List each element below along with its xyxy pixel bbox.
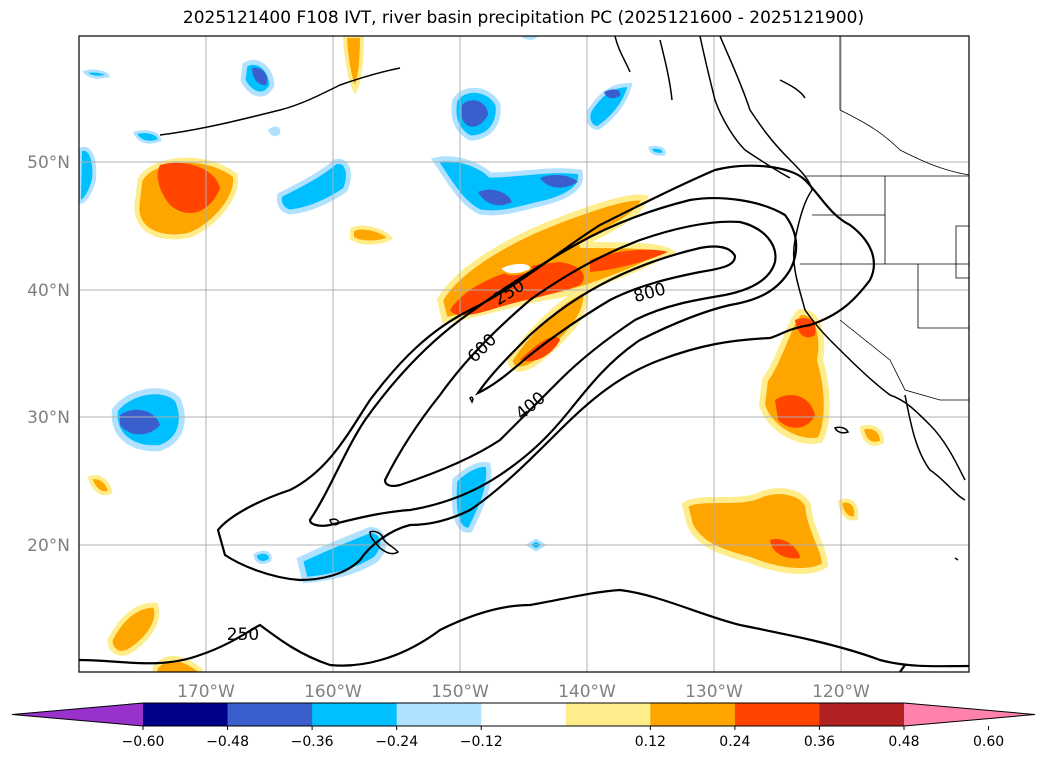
latitude-labels: 50°N 40°N 30°N 20°N (27, 153, 70, 556)
colorbar-extension-max (904, 703, 1035, 726)
colorbar-segment (143, 703, 229, 726)
lat-label-30n: 30°N (27, 408, 70, 428)
ivt-contour-250 (216, 164, 875, 582)
lon-label-130w: 130°W (685, 682, 743, 702)
colorbar-tick-label: −0.60 (122, 734, 165, 750)
coastlines (159, 36, 966, 561)
colorbar-tick-label: −0.24 (375, 734, 418, 750)
longitude-labels: 170°W 160°W 150°W 140°W 130°W 120°W (177, 682, 870, 702)
colorbar-tick-label: −0.36 (291, 734, 334, 750)
colorbar-tick-label: 0.12 (635, 734, 666, 750)
political-borders (800, 36, 969, 401)
negative-pc-shading (79, 36, 666, 584)
ivt-contour-600 (383, 220, 777, 488)
lon-label-120w: 120°W (812, 682, 870, 702)
colorbar-tick-label: 0.48 (888, 734, 919, 750)
colorbar-segment (227, 703, 313, 726)
colorbar-segment (734, 703, 820, 726)
ivt-contour-800 (474, 245, 737, 396)
ivt-contours (79, 164, 969, 672)
lon-label-160w: 160°W (304, 682, 362, 702)
colorbar-extension-min (12, 703, 143, 726)
contour-label-250-south: 250 (227, 625, 259, 645)
colorbar-segment (481, 703, 567, 726)
map-frame (78, 35, 970, 673)
map-area: 250 600 800 400 250 (79, 36, 969, 672)
colorbar-segment (819, 703, 905, 726)
lon-label-150w: 150°W (431, 682, 489, 702)
colorbar: −0.60 −0.48 −0.36 −0.24 −0.12 0.12 0.24 0.36 0.4… (11, 702, 1036, 750)
lat-label-40n: 40°N (27, 281, 70, 301)
colorbar-tick-label: 0.60 (973, 734, 1004, 750)
colorbar-segment (650, 703, 736, 726)
colorbar-tick-label: −0.48 (206, 734, 249, 750)
map-title: 2025121400 F108 IVT, river basin precipi… (182, 8, 865, 28)
lon-label-140w: 140°W (558, 682, 616, 702)
colorbar-segment (396, 703, 482, 726)
colorbar-tick-label: −0.12 (460, 734, 503, 750)
colorbar-segment (565, 703, 651, 726)
ivt-contour-250-south (79, 588, 969, 668)
ivt-contour-400 (308, 197, 798, 527)
positive-pc-shading (87, 36, 885, 672)
colorbar-segment (312, 703, 398, 726)
lat-label-50n: 50°N (27, 153, 70, 173)
colorbar-tick-label: 0.24 (719, 734, 750, 750)
lat-label-20n: 20°N (27, 536, 70, 556)
colorbar-tick-label: 0.36 (804, 734, 835, 750)
lon-label-170w: 170°W (177, 682, 235, 702)
